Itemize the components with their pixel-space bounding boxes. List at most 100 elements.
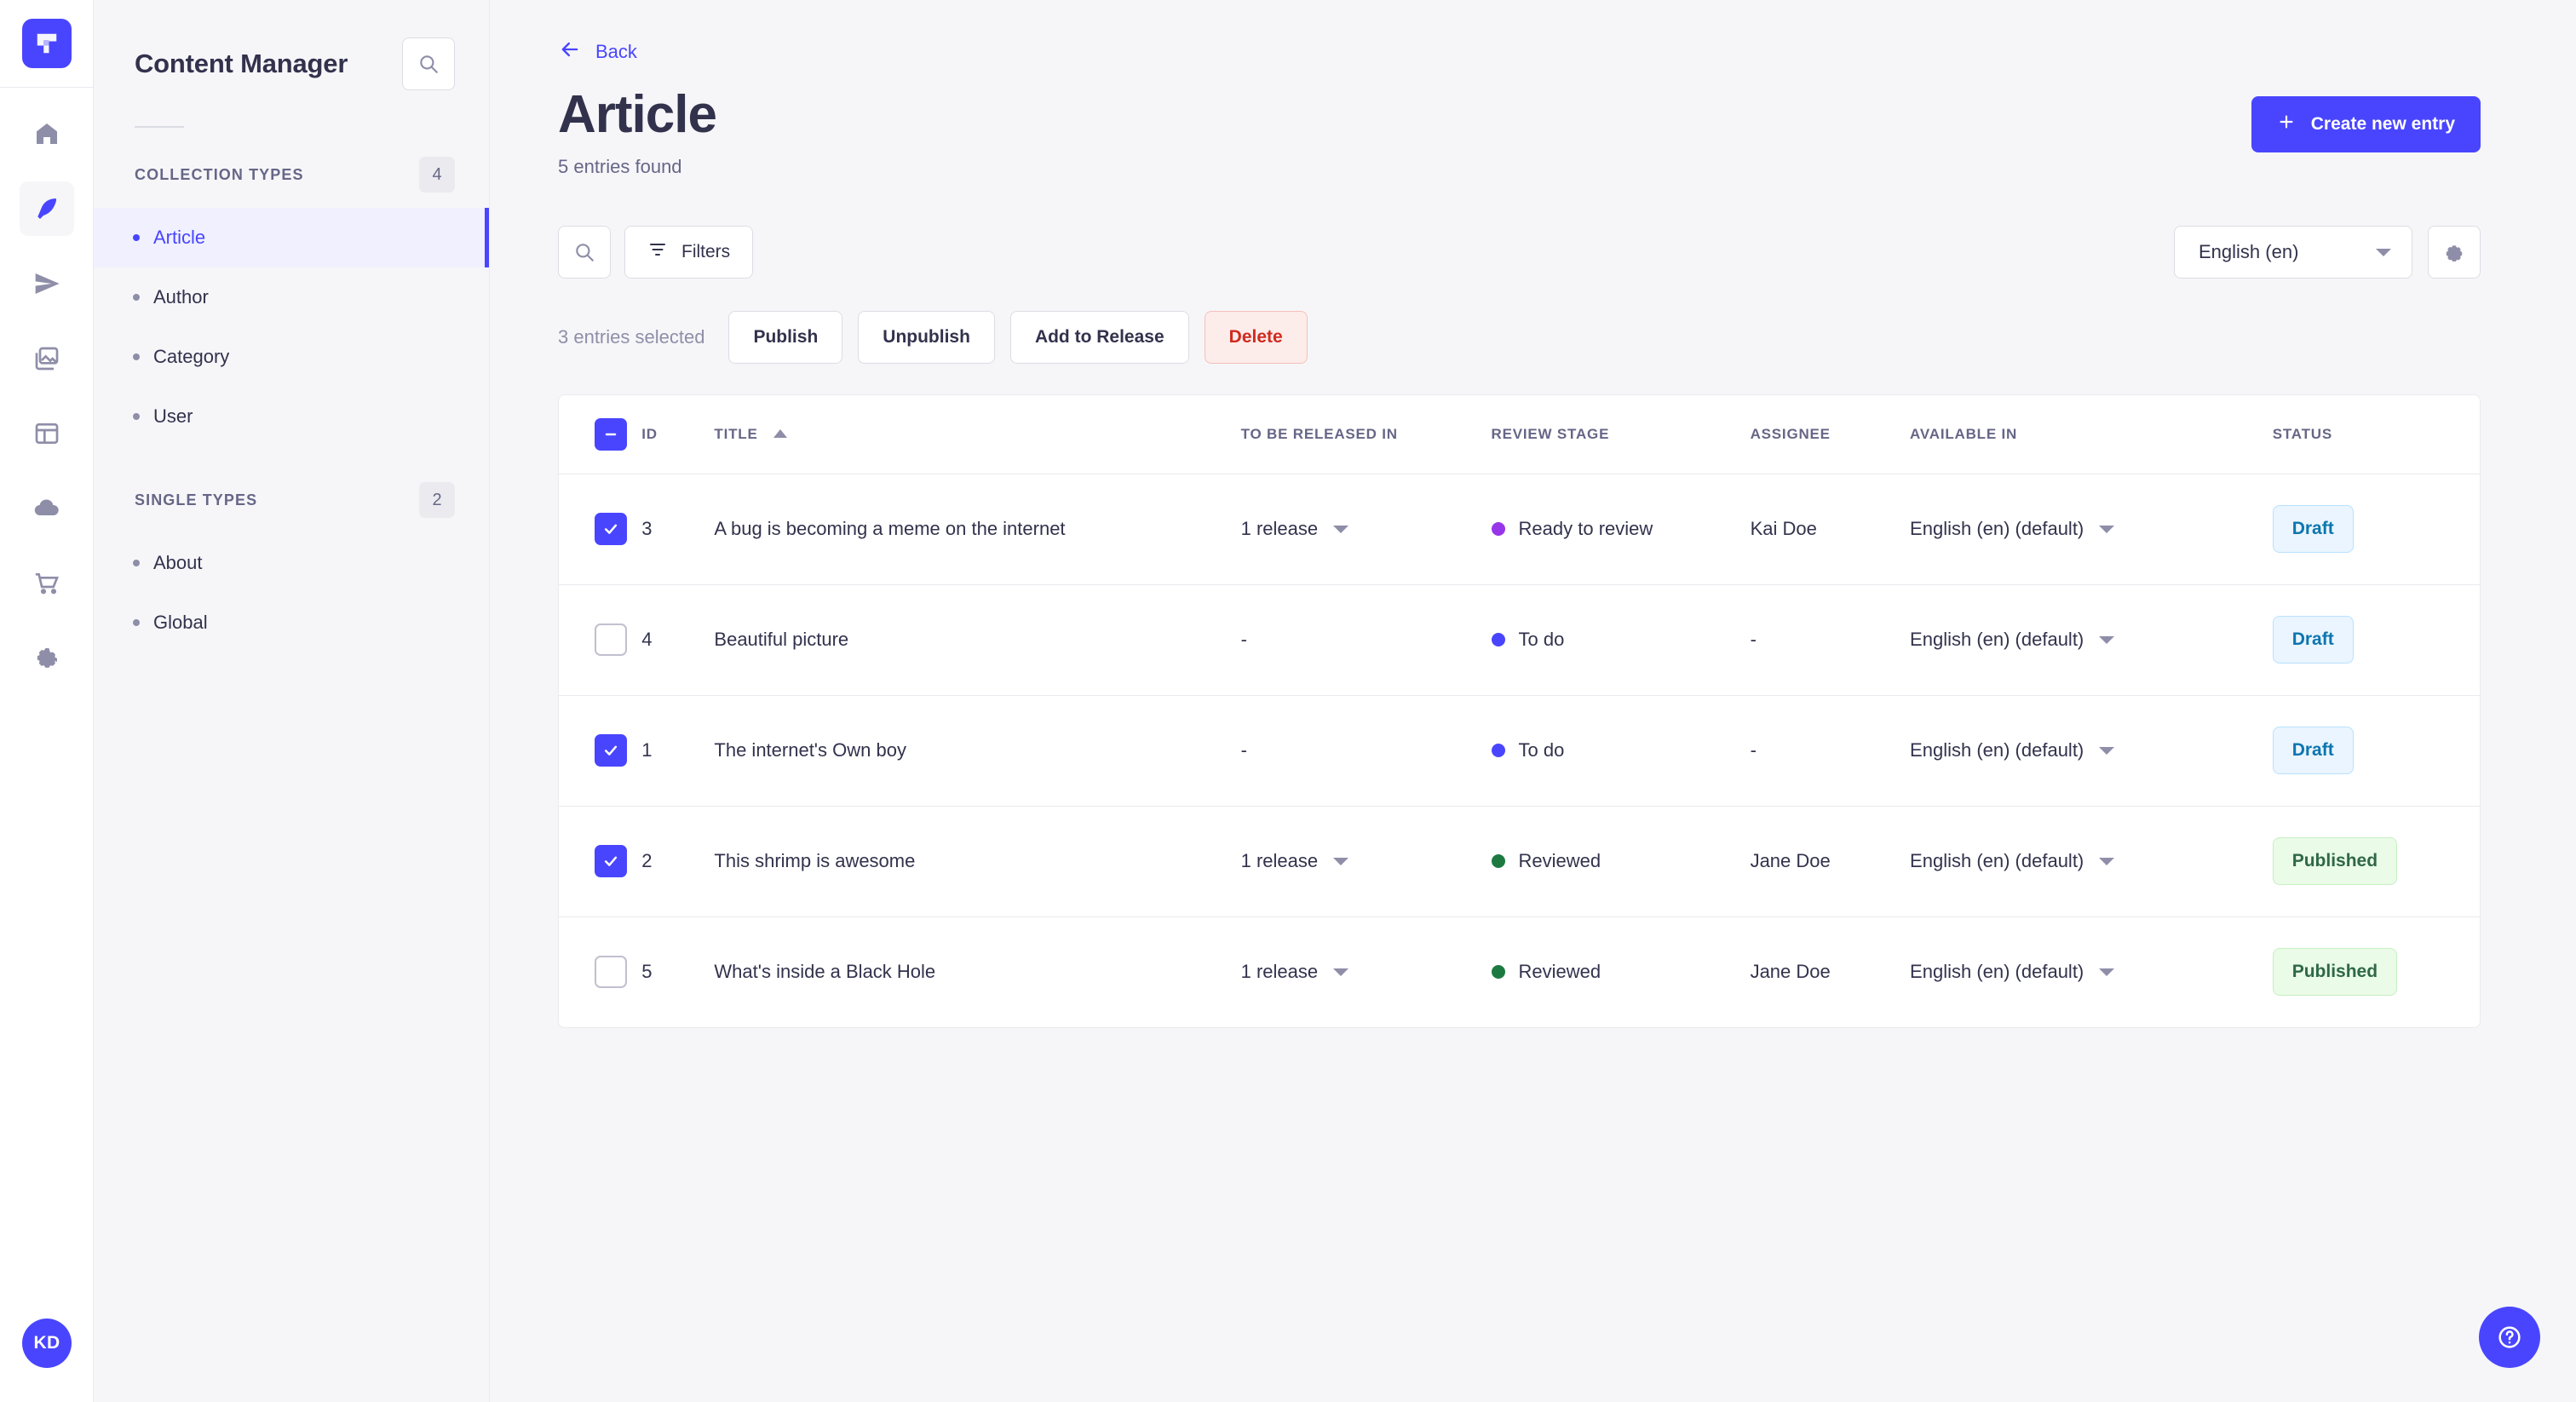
release-dropdown[interactable]: 1 release — [1241, 850, 1492, 872]
question-mark-icon[interactable] — [2479, 1307, 2540, 1368]
entries-count-label: 5 entries found — [558, 156, 682, 178]
gear-icon[interactable] — [2428, 226, 2481, 279]
row-checkbox[interactable] — [595, 845, 627, 878]
shopping-cart-icon[interactable] — [20, 556, 74, 611]
column-header-assignee[interactable]: ASSIGNEE — [1750, 395, 1911, 474]
layout-icon[interactable] — [20, 406, 74, 461]
sidebar-item-label: Category — [153, 346, 230, 367]
locale-select-value: English (en) — [2199, 241, 2299, 263]
review-stage: Reviewed — [1491, 850, 1751, 872]
search-icon[interactable] — [402, 37, 455, 90]
status-badge: Published — [2272, 837, 2398, 886]
primary-nav-rail: KD — [0, 0, 94, 1402]
sidebar-section-single-types-header: SINGLE TYPES 2 — [94, 446, 489, 518]
row-checkbox[interactable] — [595, 956, 627, 989]
cell-assignee: - — [1750, 695, 1911, 807]
arrow-left-icon — [558, 37, 582, 66]
review-stage-label: Reviewed — [1518, 961, 1601, 983]
table-row[interactable]: 3 A bug is becoming a meme on the intern… — [559, 474, 2480, 585]
sidebar-divider — [135, 126, 184, 128]
available-in-dropdown[interactable]: English (en) (default) — [1910, 518, 2273, 540]
feather-icon[interactable] — [19, 181, 74, 236]
sidebar-section-collection-types-header: COLLECTION TYPES 4 — [94, 128, 489, 192]
release-dropdown[interactable]: 1 release — [1241, 518, 1492, 540]
available-in-dropdown[interactable]: English (en) (default) — [1910, 629, 2273, 651]
unpublish-button[interactable]: Unpublish — [858, 311, 995, 365]
sidebar-section-title: COLLECTION TYPES — [135, 165, 304, 183]
create-new-entry-button[interactable]: Create new entry — [2251, 96, 2481, 152]
table-row[interactable]: 5 What's inside a Black Hole 1 release — [559, 916, 2480, 1027]
main-content: Back Article 5 entries found Create new … — [490, 0, 2576, 1402]
available-in-dropdown[interactable]: English (en) (default) — [1910, 961, 2273, 983]
locale-select[interactable]: English (en) — [2174, 226, 2412, 279]
release-label: 1 release — [1240, 518, 1319, 540]
cell-review-stage: Reviewed — [1491, 806, 1751, 917]
cell-release: 1 release — [1241, 916, 1492, 1027]
stage-dot-icon — [1491, 633, 1505, 647]
chevron-down-icon — [2099, 968, 2115, 976]
status-badge: Draft — [2272, 505, 2354, 554]
sidebar-item-user[interactable]: User — [94, 387, 489, 446]
collection-types-list: Article Author Category User — [94, 208, 489, 446]
stage-dot-icon — [1491, 965, 1505, 980]
search-icon[interactable] — [558, 226, 611, 279]
chevron-down-icon — [1333, 968, 1349, 976]
avatar[interactable]: KD — [22, 1319, 72, 1368]
column-header-to-be-released-in[interactable]: TO BE RELEASED IN — [1240, 395, 1492, 474]
entries-table: ID TITLE TO BE RELEASED IN REVIEW STAGE … — [559, 395, 2480, 1027]
table-row[interactable]: 2 This shrimp is awesome 1 release — [559, 806, 2480, 917]
sidebar-section-title: SINGLE TYPES — [135, 491, 258, 509]
sidebar-header: Content Manager — [94, 0, 489, 90]
cell-status: Draft — [2272, 474, 2480, 585]
filters-label: Filters — [681, 242, 731, 262]
cell-status: Draft — [2272, 695, 2480, 807]
cell-assignee: Jane Doe — [1750, 961, 1831, 983]
main-padding: Back Article 5 entries found Create new … — [490, 0, 2576, 1029]
review-stage: To do — [1491, 739, 1751, 761]
cell-review-stage: Reviewed — [1491, 916, 1751, 1027]
gear-icon[interactable] — [20, 631, 74, 686]
strapi-logo-icon[interactable] — [21, 19, 72, 68]
home-icon[interactable] — [20, 106, 74, 161]
table-row[interactable]: 1 The internet's Own boy - To do — [559, 695, 2480, 807]
row-select-cell — [559, 916, 641, 1027]
publish-button[interactable]: Publish — [728, 311, 843, 365]
sidebar-item-article[interactable]: Article — [94, 208, 489, 267]
sidebar-section-count: 2 — [419, 482, 455, 518]
sidebar-item-author[interactable]: Author — [94, 267, 489, 327]
cell-assignee: - — [1750, 584, 1911, 696]
column-header-available-in[interactable]: AVAILABLE IN — [1910, 395, 2273, 474]
column-header-title[interactable]: TITLE — [714, 395, 1241, 474]
back-label: Back — [595, 40, 637, 62]
row-checkbox[interactable] — [595, 734, 627, 767]
sidebar-item-global[interactable]: Global — [94, 593, 489, 652]
available-in-dropdown[interactable]: English (en) (default) — [1910, 850, 2273, 872]
bullet-icon — [133, 560, 140, 566]
page-title: Article — [558, 85, 717, 144]
available-in-dropdown[interactable]: English (en) (default) — [1910, 739, 2273, 761]
delete-button[interactable]: Delete — [1204, 311, 1308, 365]
cell-review-stage: To do — [1491, 584, 1751, 696]
column-header-review-stage[interactable]: REVIEW STAGE — [1491, 395, 1751, 474]
table-row[interactable]: 4 Beautiful picture - To do — [559, 584, 2480, 696]
column-header-id[interactable]: ID — [641, 395, 715, 474]
rail-items — [19, 106, 74, 686]
back-link[interactable]: Back — [558, 37, 2481, 66]
row-checkbox[interactable] — [595, 623, 627, 657]
table-toolbar: Filters English (en) — [558, 226, 2481, 279]
chevron-down-icon — [1333, 857, 1349, 865]
filters-button[interactable]: Filters — [624, 226, 754, 279]
add-to-release-button[interactable]: Add to Release — [1009, 311, 1189, 365]
sidebar-item-about[interactable]: About — [94, 533, 489, 593]
sidebar-item-category[interactable]: Category — [94, 327, 489, 387]
column-header-status[interactable]: STATUS — [2272, 395, 2480, 474]
paper-plane-icon[interactable] — [20, 256, 74, 311]
cloud-icon[interactable] — [20, 481, 74, 536]
media-library-icon[interactable] — [20, 331, 74, 386]
row-checkbox[interactable] — [595, 513, 627, 546]
rail-divider — [0, 87, 94, 88]
select-all-checkbox[interactable] — [595, 417, 627, 451]
cell-release: - — [1240, 584, 1492, 696]
cell-status: Published — [2272, 916, 2480, 1027]
release-dropdown[interactable]: 1 release — [1241, 961, 1492, 983]
